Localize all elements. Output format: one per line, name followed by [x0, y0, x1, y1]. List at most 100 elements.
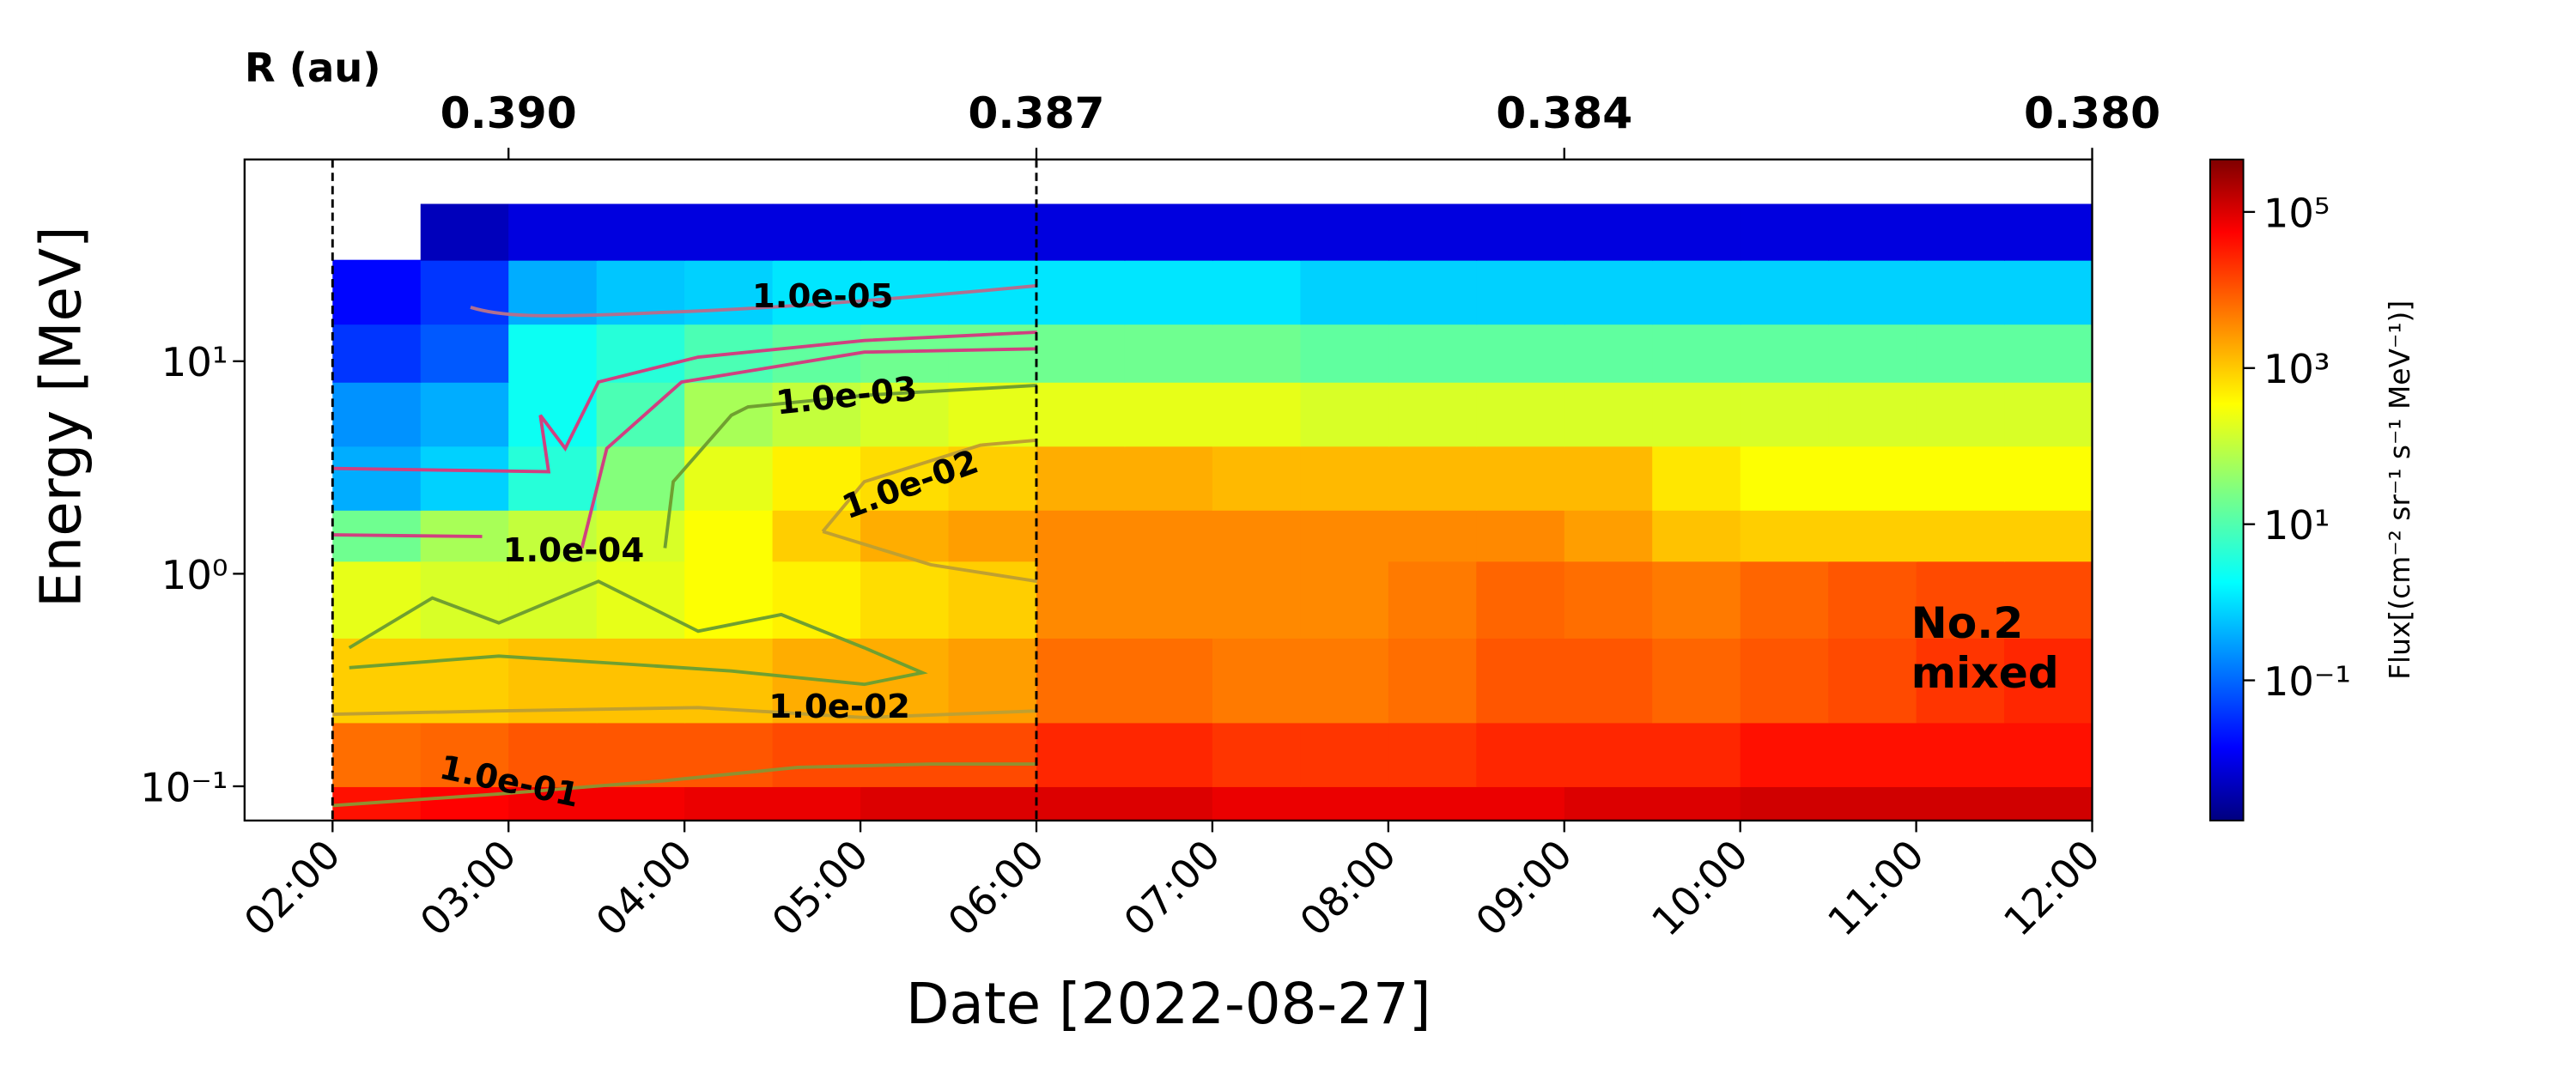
heatmap-cell [1564, 722, 1654, 787]
heatmap-cell [1300, 722, 1389, 787]
heatmap-cell [1212, 785, 1302, 821]
x-tick-label: 06:00 [939, 831, 1054, 945]
heatmap-cell [508, 203, 598, 261]
colorbar-label: Flux[(cm⁻² sr⁻¹ s⁻¹ MeV⁻¹)] [2383, 300, 2416, 680]
heatmap-cell [1652, 561, 1741, 639]
heatmap-cell [684, 509, 774, 562]
heatmap-cell [1388, 785, 1478, 821]
heatmap-cell [1300, 446, 1389, 511]
heatmap-cell [1212, 722, 1302, 787]
annotation: 1.0e-05 [752, 277, 894, 316]
heatmap-cell [1828, 381, 1917, 447]
heatmap-cell [1300, 785, 1389, 821]
heatmap-cell [1476, 722, 1565, 787]
colorbar [2208, 158, 2245, 821]
y-tick-label: 10⁰ [161, 552, 228, 598]
annotation: 1.0e-04 [503, 531, 645, 570]
contour [332, 347, 1037, 549]
heatmap-cell [684, 785, 774, 821]
contour [663, 383, 1037, 549]
heatmap-cell [772, 785, 862, 821]
heatmap-cell [1476, 561, 1565, 639]
heatmap-cell [948, 381, 1037, 447]
x-tick-label: 05:00 [763, 831, 878, 945]
heatmap-cell [1124, 259, 1213, 325]
heatmap-cell [948, 446, 1037, 511]
y-axis-label: Energy [MeV] [27, 226, 94, 608]
x-tick-label: 10:00 [1643, 831, 1757, 945]
x-axis-label: Date [2022-08-27] [906, 971, 1431, 1037]
heatmap-cell [1740, 203, 1830, 261]
heatmap-cell [1652, 381, 1741, 447]
heatmap-cell [1652, 637, 1741, 724]
heatmap-cell [1916, 203, 2006, 261]
heatmap-cell [420, 722, 510, 787]
heatmap-cell [2004, 561, 2093, 639]
heatmap-cell [1300, 509, 1389, 562]
heatmap-cell [1212, 381, 1302, 447]
contour [470, 283, 1038, 318]
colorbar-tick-label: 10³ [2263, 346, 2330, 392]
annotation: mixed [1911, 647, 2059, 698]
heatmap-cell [860, 561, 950, 639]
heatmap-cell [2004, 722, 2093, 787]
x-tick-label: 03:00 [411, 831, 526, 945]
heatmap-cell [1476, 637, 1565, 724]
heatmap-cell [2004, 324, 2093, 383]
top-tick-label: 0.387 [968, 88, 1104, 138]
heatmap-cell [948, 637, 1037, 724]
heatmap-cell [1124, 722, 1213, 787]
heatmap-cell [1036, 509, 1126, 562]
heatmap-cell [1828, 203, 1917, 261]
heatmap-cell [508, 509, 598, 562]
heatmap-cell [596, 722, 686, 787]
heatmap-cell [948, 561, 1037, 639]
heatmap-cell [1300, 259, 1389, 325]
heatmap-cell [860, 203, 950, 261]
heatmap-cell [1124, 446, 1213, 511]
heatmap-cell [1036, 637, 1126, 724]
heatmap-cell [860, 722, 950, 787]
heatmap-cell [1476, 785, 1565, 821]
heatmap-cell [1916, 722, 2006, 787]
heatmap-cell [1916, 561, 2006, 639]
heatmap-cell [772, 324, 862, 383]
heatmap-cell [1124, 509, 1213, 562]
heatmap-cell [596, 509, 686, 562]
heatmap-cell [1036, 446, 1126, 511]
colorbar-tick-label: 10⁻¹ [2263, 658, 2351, 705]
heatmap-cell [1564, 381, 1654, 447]
x-tick-label: 12:00 [1995, 831, 2109, 945]
heatmap-cell [1652, 509, 1741, 562]
annotation: No.2 [1911, 597, 2024, 648]
heatmap-cell [420, 324, 510, 383]
heatmap-cell [860, 785, 950, 821]
heatmap-cell [420, 381, 510, 447]
heatmap-cell [332, 446, 422, 511]
heatmap-cell [420, 637, 510, 724]
top-tick-label: 0.390 [440, 88, 577, 138]
heatmap-cell [1036, 381, 1126, 447]
heatmap-cell [1388, 561, 1478, 639]
heatmap-cell [1124, 381, 1213, 447]
heatmap-cell [1388, 259, 1478, 325]
heatmap-cell [1564, 561, 1654, 639]
heatmap-cell [1036, 785, 1126, 821]
top-tick-label: 0.380 [2024, 88, 2160, 138]
x-tick-label: 07:00 [1115, 831, 1230, 945]
heatmap-cell [2004, 259, 2093, 325]
contours [332, 283, 1038, 808]
heatmap-cell [772, 446, 862, 511]
heatmap-cell [596, 785, 686, 821]
heatmap-cell [1036, 203, 1126, 261]
heatmap-cell [860, 259, 950, 325]
heatmap-cell [1740, 259, 1830, 325]
heatmap-cell [332, 722, 422, 787]
heatmap-cell [1740, 785, 1830, 821]
heatmap-cell [860, 509, 950, 562]
heatmap-cell [332, 561, 422, 639]
top-tick-label: 0.384 [1496, 88, 1632, 138]
heatmap-cell [1212, 509, 1302, 562]
heatmap-cell [1740, 561, 1830, 639]
